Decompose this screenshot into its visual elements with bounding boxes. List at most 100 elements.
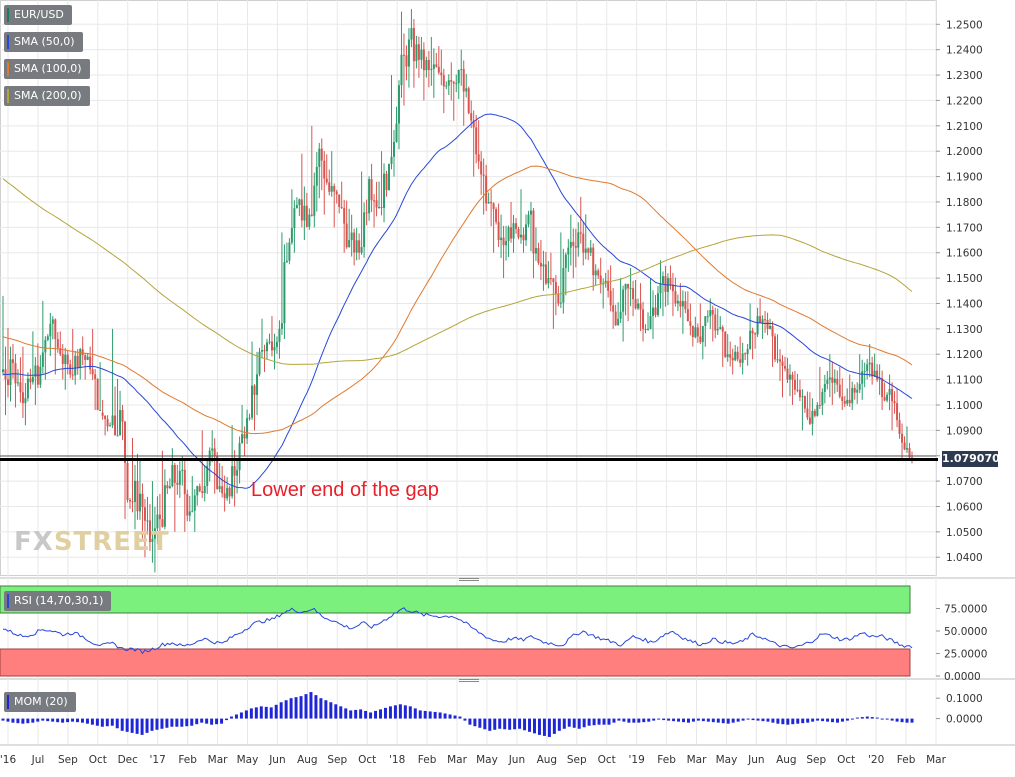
- candle-body: [405, 55, 408, 67]
- mom-bar: [26, 718, 30, 724]
- mom-bar: [821, 718, 825, 722]
- mom-bar: [205, 718, 209, 724]
- mom-bar: [403, 705, 407, 719]
- legend-label: SMA (200,0): [14, 89, 82, 102]
- legend-sma50[interactable]: SMA (50,0): [4, 32, 83, 52]
- mom-bar: [602, 718, 606, 725]
- candle-body: [661, 276, 664, 284]
- candle-body: [863, 371, 866, 373]
- candle-body: [783, 365, 786, 369]
- mom-bar: [423, 710, 427, 719]
- mom-bar: [274, 704, 278, 719]
- legend-mom[interactable]: MOM (20): [4, 692, 76, 712]
- candle-body: [168, 486, 171, 489]
- candle-body: [691, 325, 694, 338]
- candle-body: [676, 300, 679, 304]
- candle-body: [813, 410, 816, 416]
- mom-bar: [731, 718, 735, 723]
- y-tick-label: 1.1200: [946, 349, 983, 361]
- candle-body: [557, 294, 560, 304]
- candle-body: [24, 398, 27, 404]
- mom-bar: [557, 718, 561, 731]
- candle-body: [218, 486, 221, 490]
- legend-sma200[interactable]: SMA (200,0): [4, 86, 90, 106]
- candle-body: [487, 201, 490, 204]
- mom-bar: [36, 718, 40, 722]
- candle-body: [295, 205, 298, 209]
- candle-body: [425, 60, 428, 71]
- candle-body: [435, 64, 438, 67]
- mom-bar: [383, 707, 387, 719]
- x-tick-label: Mar: [447, 754, 467, 766]
- mom-bar: [845, 718, 849, 721]
- y-tick-label: 1.2200: [946, 95, 983, 107]
- mom-bar: [493, 718, 497, 730]
- x-tick-label: Aug: [537, 754, 558, 766]
- candle-body: [288, 242, 291, 261]
- mom-bar: [483, 718, 487, 730]
- candle-body: [816, 404, 819, 416]
- legend-label: SMA (100,0): [14, 62, 82, 75]
- candle-body: [119, 410, 122, 436]
- mom-bar: [230, 716, 233, 719]
- mom-bar: [528, 718, 532, 732]
- candle-body: [450, 80, 453, 82]
- mom-bar: [895, 718, 899, 722]
- mom-bar: [771, 718, 775, 723]
- candle-body: [911, 457, 913, 459]
- candle-body: [256, 374, 259, 395]
- candle-body: [554, 282, 557, 295]
- mom-bar: [875, 717, 879, 719]
- legend-swatch: [7, 594, 9, 608]
- mom-bar: [756, 718, 760, 721]
- candle-body: [101, 412, 104, 416]
- legend-label: RSI (14,70,30,1): [14, 594, 104, 607]
- candle-body: [415, 44, 418, 62]
- candle-body: [644, 329, 647, 331]
- candle-body: [6, 379, 9, 386]
- mom-bar: [220, 718, 224, 724]
- candle-body: [395, 123, 398, 142]
- panel-resize-handle-rsi[interactable]: [459, 578, 479, 583]
- candle-body: [764, 319, 767, 321]
- candle-body: [637, 303, 640, 309]
- rsi-y-tick-label: 0.0000: [944, 671, 981, 683]
- y-tick-label: 1.1700: [946, 222, 983, 234]
- x-tick-label: May: [716, 754, 738, 766]
- legend-swatch: [7, 62, 9, 76]
- candle-body: [841, 396, 844, 401]
- candle-body: [664, 276, 667, 292]
- candle-body: [392, 141, 395, 157]
- candlesticks: [2, 9, 913, 573]
- candle-body: [338, 194, 341, 208]
- candle-body: [236, 470, 239, 476]
- candle-body: [61, 354, 64, 365]
- panel-resize-handle-mom[interactable]: [459, 679, 479, 684]
- candle-body: [577, 232, 580, 248]
- mom-bar: [165, 718, 169, 728]
- candle-body: [452, 81, 455, 84]
- mom-bar: [418, 710, 422, 719]
- candle-body: [265, 342, 268, 352]
- y-tick-label: 1.2000: [946, 146, 983, 158]
- candle-body: [584, 248, 587, 253]
- candle-body: [592, 247, 595, 276]
- mom-bar: [716, 718, 720, 723]
- candle-body: [572, 241, 575, 246]
- candle-body: [323, 160, 326, 179]
- x-tick-label: Oct: [89, 754, 107, 766]
- legend-eurusd[interactable]: EUR/USD: [4, 5, 72, 25]
- candle-body: [253, 385, 256, 395]
- legend-rsi[interactable]: RSI (14,70,30,1): [4, 591, 112, 611]
- mom-bar: [244, 710, 248, 719]
- candle-body: [674, 291, 677, 304]
- mom-bar: [622, 718, 626, 722]
- candle-body: [549, 278, 552, 280]
- legend-sma100[interactable]: SMA (100,0): [4, 59, 90, 79]
- mom-bar: [21, 718, 25, 724]
- candle-body: [534, 248, 537, 254]
- candle-body: [729, 354, 732, 358]
- mom-bar: [642, 718, 646, 723]
- candle-body: [432, 64, 435, 69]
- mom-bar: [349, 710, 353, 719]
